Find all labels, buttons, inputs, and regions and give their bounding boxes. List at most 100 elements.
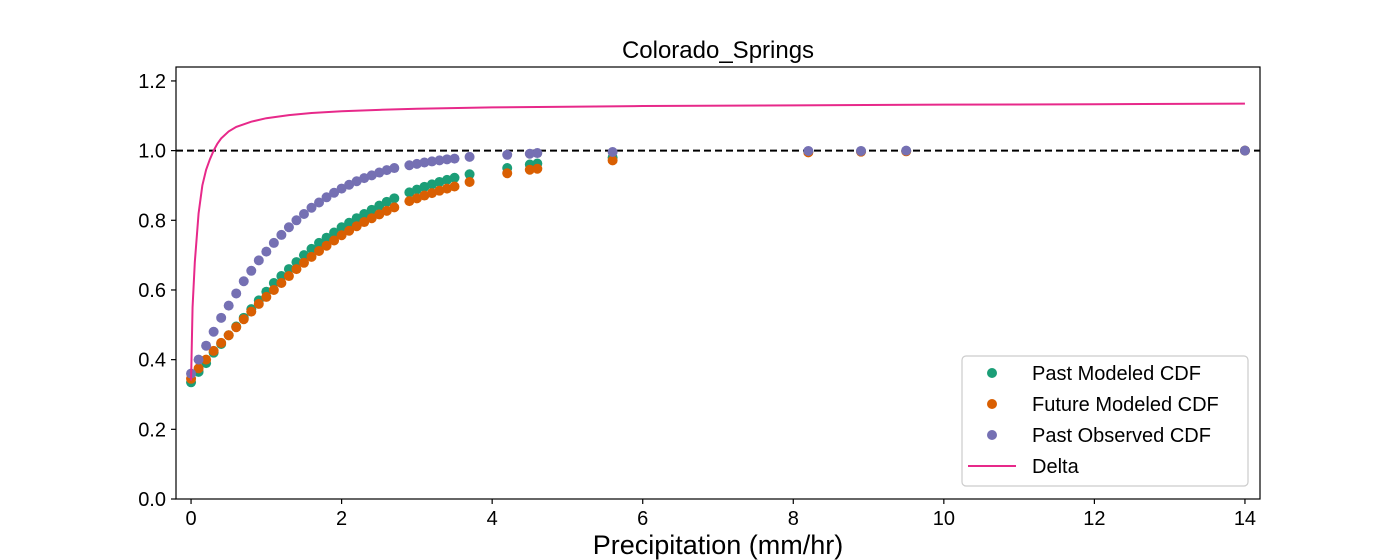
future-modeled-cdf-point <box>231 322 242 333</box>
delta-line <box>190 102 1245 381</box>
legend-label-past-modeled-cdf: Past Modeled CDF <box>1032 363 1201 385</box>
x-tick-label: 14 <box>1234 508 1256 530</box>
future-modeled-cdf-point <box>411 193 422 204</box>
past-observed-cdf-point <box>276 229 287 240</box>
past-observed-cdf-point <box>442 154 452 165</box>
past-observed-cdf-point <box>366 170 377 181</box>
y-tick-label: 1.2 <box>138 71 166 93</box>
y-tick-label: 0.4 <box>138 350 166 372</box>
x-tick-label: 12 <box>1083 508 1105 530</box>
past-observed-cdf-point <box>434 155 445 166</box>
x-tick-label: 0 <box>185 508 196 530</box>
past-modeled-cdf-point <box>314 237 325 248</box>
future-modeled-cdf-point <box>366 213 377 224</box>
y-axis-ticks: 0.0 0.2 0.4 0.6 0.8 1.0 1.2 <box>138 71 176 511</box>
future-modeled-cdf-point <box>524 164 535 175</box>
past-observed-cdf-point <box>306 202 317 213</box>
future-modeled-cdf-point <box>419 190 430 201</box>
past-modeled-cdf-point <box>276 271 287 282</box>
x-tick-label: 10 <box>933 508 955 530</box>
past-observed-cdf-point <box>419 157 430 168</box>
past-observed-cdf-point <box>344 179 355 190</box>
legend: Past Modeled CDF Future Modeled CDF Past O… <box>961 355 1249 487</box>
past-modeled-cdf-point <box>298 250 309 261</box>
future-modeled-cdf-point <box>389 202 400 213</box>
past-observed-cdf-point <box>298 209 309 220</box>
x-tick-label: 8 <box>788 508 799 530</box>
future-modeled-cdf-point <box>464 176 475 187</box>
past-observed-cdf-point <box>856 145 867 156</box>
past-modeled-cdf-point <box>464 169 475 180</box>
past-observed-cdf-point <box>464 151 475 162</box>
future-modeled-cdf-point <box>298 257 309 268</box>
past-modeled-cdf-point <box>381 196 392 207</box>
past-modeled-cdf-point <box>389 193 400 204</box>
future-modeled-cdf-point <box>321 240 332 251</box>
future-modeled-cdf-point <box>532 163 543 174</box>
legend-marker-past-observed-cdf <box>987 430 997 440</box>
future-modeled-cdf-point <box>208 345 219 356</box>
y-tick-label: 0.0 <box>138 489 166 511</box>
past-modeled-cdf-point <box>442 174 452 185</box>
legend-marker-future-modeled-cdf <box>987 399 997 409</box>
future-modeled-cdf-point <box>351 221 362 232</box>
legend-label-future-modeled-cdf: Future Modeled CDF <box>1032 394 1219 416</box>
past-modeled-cdf-point <box>329 227 340 238</box>
future-modeled-cdf-point <box>268 284 279 295</box>
past-observed-cdf-point <box>223 300 234 311</box>
x-tick-label: 2 <box>336 508 347 530</box>
past-modeled-cdf-point <box>411 184 422 195</box>
future-modeled-cdf-point <box>502 168 513 179</box>
past-modeled-cdf-point <box>419 181 430 192</box>
past-observed-cdf-point <box>803 145 814 156</box>
past-modeled-cdf-point <box>359 209 370 220</box>
legend-marker-past-modeled-cdf <box>987 368 997 378</box>
past-modeled-cdf-point <box>268 278 279 288</box>
future-modeled-cdf-point <box>449 181 460 192</box>
past-observed-cdf-point <box>374 167 385 178</box>
future-modeled-cdf-point <box>404 196 415 207</box>
past-observed-cdf-point <box>238 276 249 287</box>
past-observed-cdf-point <box>1239 145 1250 156</box>
past-observed-cdf-point <box>524 148 535 159</box>
past-observed-cdf-point <box>291 215 302 226</box>
past-observed-cdf-point <box>231 288 242 299</box>
future-modeled-cdf-point <box>607 155 618 166</box>
legend-items: Past Modeled CDF Future Modeled CDF Past O… <box>968 363 1219 478</box>
past-observed-cdf-point <box>268 237 279 248</box>
past-observed-cdf-point <box>502 149 513 160</box>
future-modeled-cdf-point <box>261 291 272 302</box>
x-tick-label: 6 <box>637 508 648 530</box>
past-observed-cdf-point <box>404 160 415 171</box>
past-modeled-cdf-point <box>449 172 460 183</box>
future-modeled-cdf-point <box>426 188 437 199</box>
future-modeled-cdf-point <box>442 183 452 194</box>
chart-title: Colorado_Springs <box>622 37 814 64</box>
past-modeled-cdf-point <box>374 200 385 211</box>
past-observed-cdf-point <box>607 147 618 158</box>
past-modeled-cdf-point <box>283 264 294 275</box>
past-observed-cdf-point <box>359 173 370 184</box>
y-tick-label: 0.2 <box>138 419 166 441</box>
legend-label-delta: Delta <box>1032 456 1080 478</box>
past-observed-cdf-point <box>283 222 294 233</box>
past-observed-cdf-point <box>246 265 257 276</box>
future-modeled-cdf-point <box>344 225 355 236</box>
past-modeled-cdf-point <box>336 222 347 233</box>
y-tick-label: 0.6 <box>138 280 166 302</box>
future-modeled-cdf-point <box>434 185 445 196</box>
future-modeled-cdf-point <box>336 230 347 241</box>
past-observed-cdf-point <box>901 145 912 156</box>
past-observed-cdf-point <box>389 163 400 174</box>
future-modeled-cdf-point <box>223 330 234 341</box>
future-modeled-cdf-point <box>276 278 287 288</box>
future-modeled-cdf-point <box>329 235 340 246</box>
future-modeled-cdf-point <box>374 209 385 220</box>
past-observed-cdf-point <box>261 246 272 257</box>
past-observed-cdf-point <box>329 187 340 198</box>
legend-frame <box>961 355 1249 487</box>
series-layer <box>186 102 1250 388</box>
future-modeled-cdf-point <box>359 217 370 228</box>
past-modeled-cdf-point <box>291 257 302 268</box>
